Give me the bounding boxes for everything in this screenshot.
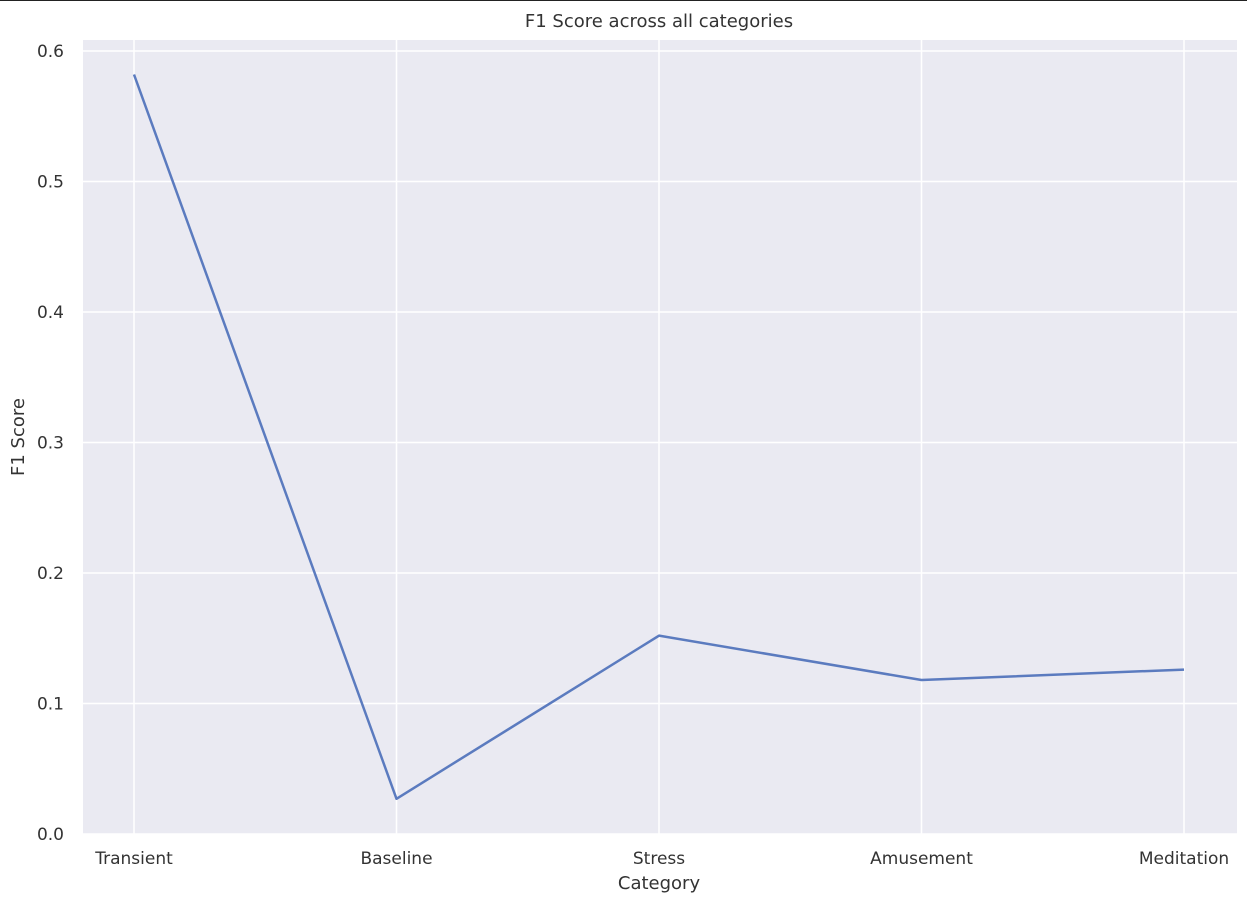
y-tick-label: 0.0 xyxy=(37,825,64,845)
plot-area xyxy=(83,40,1237,834)
y-tick-labels: 0.0 0.1 0.2 0.3 0.4 0.5 0.6 xyxy=(37,42,64,845)
horizontal-gridlines xyxy=(83,50,1237,835)
x-tick-label: Stress xyxy=(633,849,685,869)
y-tick-label: 0.3 xyxy=(37,434,64,454)
x-tick-label: Baseline xyxy=(360,849,432,869)
x-tick-label: Transient xyxy=(94,849,173,869)
y-axis-label: F1 Score xyxy=(8,398,29,476)
y-tick-label: 0.2 xyxy=(37,564,64,584)
vertical-gridlines xyxy=(133,40,1185,834)
x-tick-label: Meditation xyxy=(1139,849,1229,869)
y-tick-label: 0.6 xyxy=(37,42,64,62)
top-border-line xyxy=(0,0,1247,1)
series-layer xyxy=(132,74,1185,801)
chart-title: F1 Score across all categories xyxy=(525,11,793,32)
x-tick-labels: Transient Baseline Stress Amusement Meditati… xyxy=(94,849,1229,869)
y-tick-label: 0.4 xyxy=(37,303,64,323)
y-tick-label: 0.1 xyxy=(37,695,64,715)
y-tick-label: 0.5 xyxy=(37,173,64,193)
x-tick-label: Amusement xyxy=(870,849,973,869)
x-axis-label: Category xyxy=(618,873,701,894)
